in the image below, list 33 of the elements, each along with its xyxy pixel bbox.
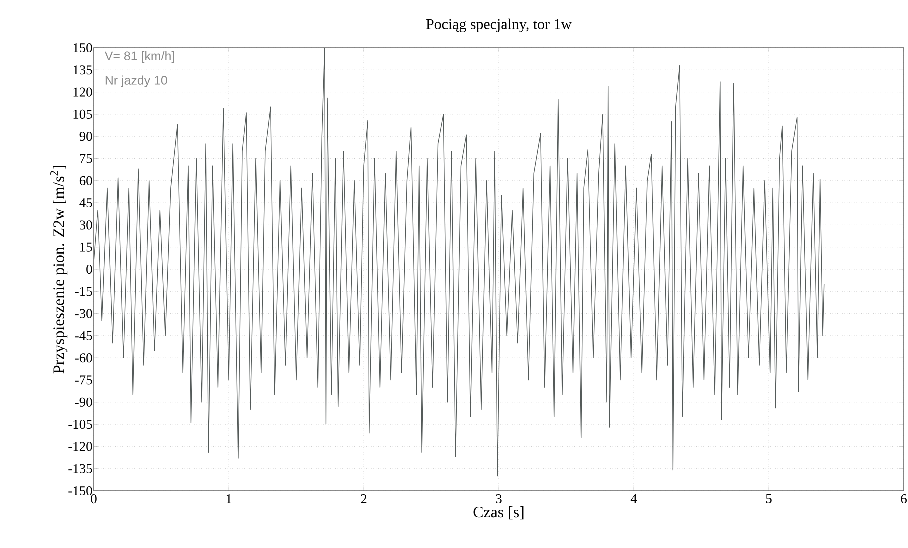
line-series [94,48,825,477]
y-tick-label: -135 [68,464,92,474]
x-tick-label: 4 [630,494,638,504]
y-tick-label: -60 [75,354,92,363]
y-tick-label: 15 [80,242,92,252]
y-tick-label: 0 [86,264,92,274]
y-tick-label: 120 [74,88,92,97]
y-axis-title: Przyspieszenie pion. Z2w [m/s$^{2}$] [50,166,68,374]
y-tick-label: -45 [75,331,92,340]
y-tick-label: -120 [68,442,92,452]
y-tick-label: 90 [80,132,92,142]
x-tick-label: 5 [766,494,772,504]
y-tick-label: -15 [75,287,92,296]
x-axis-title: Czas [s] [474,506,524,520]
y-tick-label: 135 [74,66,92,75]
y-tick-label: -105 [68,420,92,430]
chart-title: Pociąg specjalny, tor 1w [426,18,572,32]
x-tick-label: 6 [901,494,907,504]
y-tick-label: -90 [75,398,92,407]
y-tick-label: 45 [80,198,92,208]
y-tick-label: -30 [75,309,92,318]
x-tick-label: 1 [226,494,232,504]
y-tick-label: -150 [68,486,92,496]
annotation: V= 81 [km/h] [104,51,174,64]
y-tick-label: 75 [80,154,92,164]
y-tick-label: 105 [74,110,92,119]
y-tick-label: 60 [80,176,92,186]
x-tick-label: 3 [496,494,502,504]
x-tick-label: 2 [361,494,367,504]
y-tick-label: -75 [75,376,92,385]
y-tick-label: 150 [74,43,92,53]
y-tick-label: 30 [80,220,92,230]
annotation: Nr jazdy 10 [106,76,168,88]
